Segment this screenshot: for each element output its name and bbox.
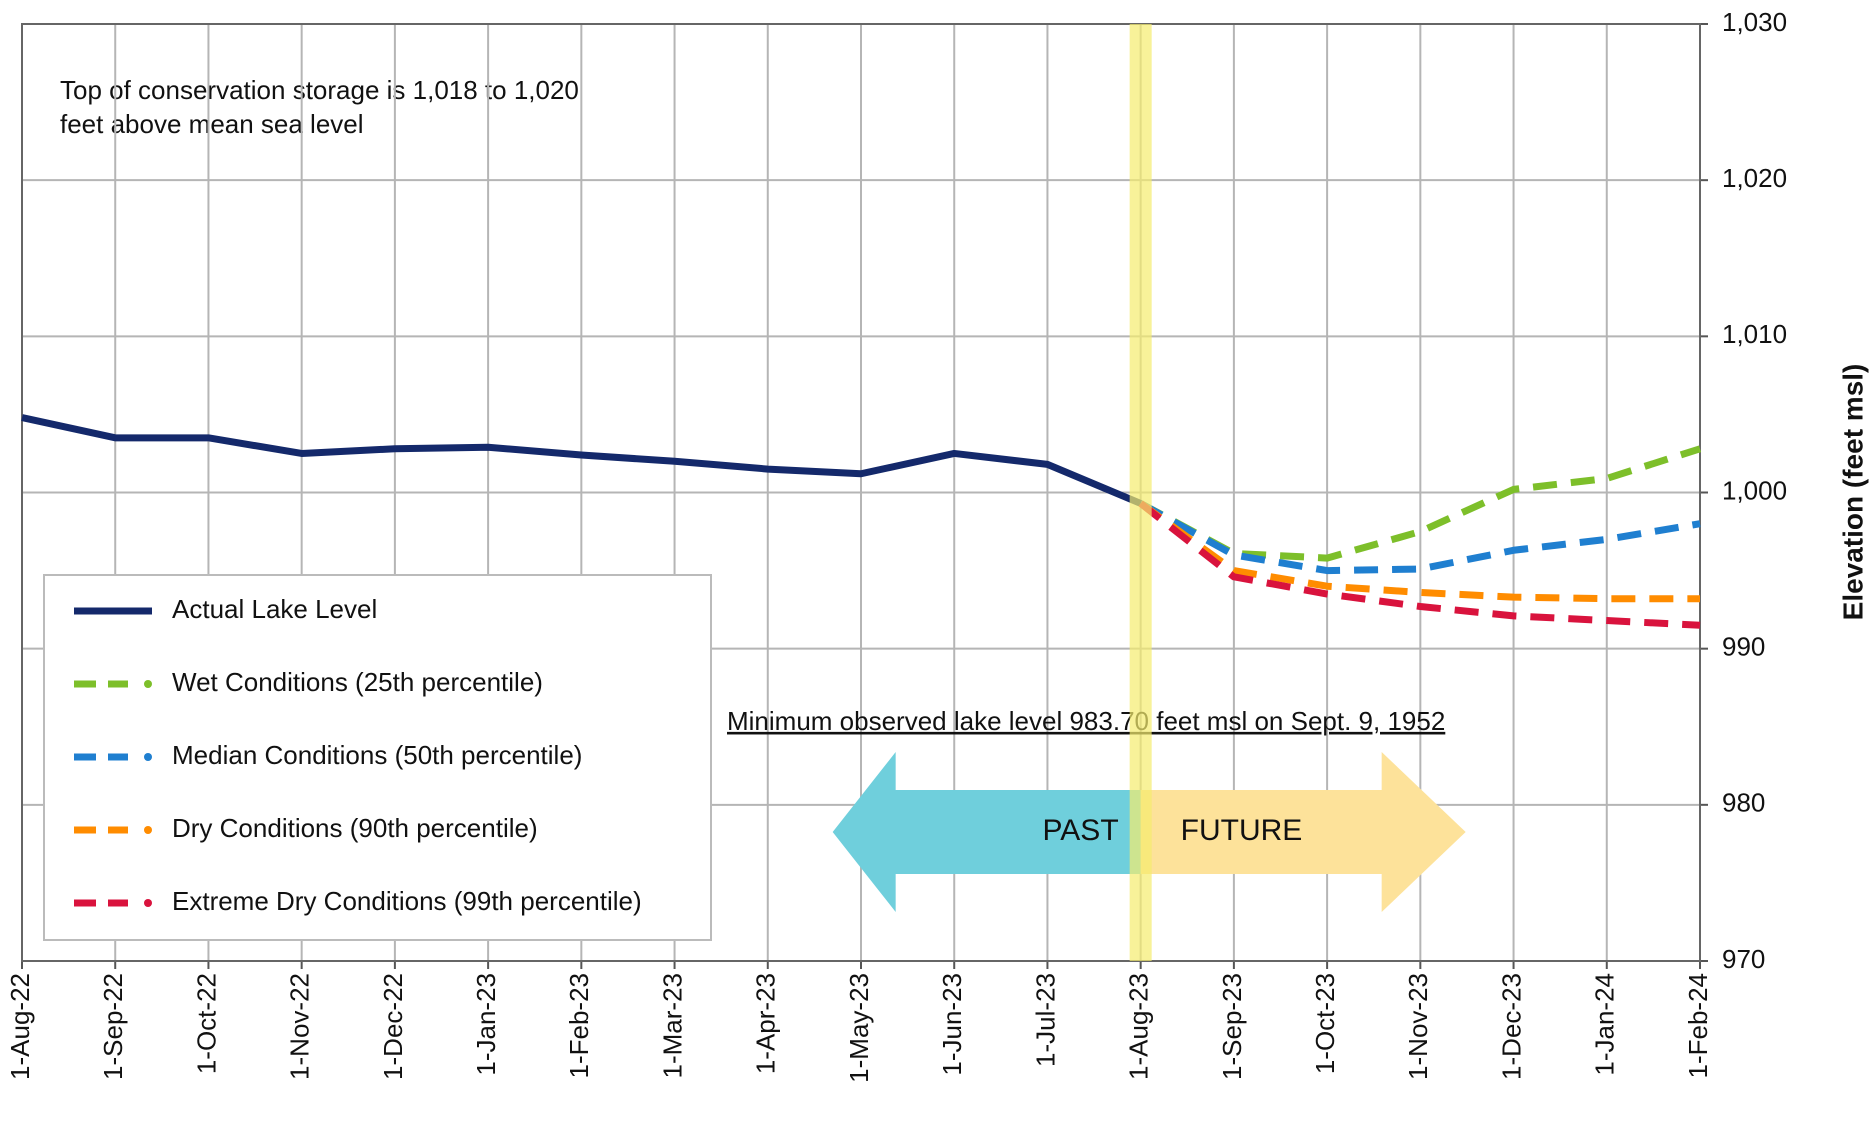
- annotation-line: feet above mean sea level: [60, 109, 364, 139]
- legend-swatch-dot: [144, 753, 152, 761]
- annotation-line: Top of conservation storage is 1,018 to …: [60, 75, 579, 105]
- legend-label: Actual Lake Level: [172, 594, 377, 624]
- x-tick-label: 1-Jan-23: [471, 973, 501, 1076]
- x-tick-label: 1-Jul-23: [1030, 973, 1060, 1067]
- y-tick-label: 1,020: [1722, 163, 1787, 193]
- y-tick-label: 980: [1722, 788, 1765, 818]
- y-tick-label: 970: [1722, 944, 1765, 974]
- past-arrow: [832, 752, 1141, 912]
- x-tick-label: 1-Aug-22: [5, 973, 35, 1080]
- x-tick-label: 1-Jun-23: [937, 973, 967, 1076]
- y-tick-label: 990: [1722, 632, 1765, 662]
- y-axis-label: Elevation (feet msl): [1837, 364, 1868, 621]
- past-label: PAST: [1043, 814, 1119, 847]
- legend: Actual Lake Level Wet Conditions (25th pe…: [43, 574, 712, 941]
- x-tick-label: 1-Nov-23: [1403, 973, 1433, 1080]
- y-tick-label: 1,030: [1722, 7, 1787, 37]
- legend-swatch-dot: [144, 826, 152, 834]
- x-tick-label: 1-May-23: [844, 973, 874, 1083]
- y-tick-label: 1,000: [1722, 475, 1787, 505]
- legend-label: Median Conditions (50th percentile): [172, 740, 582, 770]
- x-tick-label: 1-Dec-23: [1496, 973, 1526, 1080]
- legend-swatch-dot: [144, 899, 152, 907]
- series-line: [1138, 500, 1700, 603]
- x-tick-label: 1-Oct-23: [1310, 973, 1340, 1074]
- plot-border: [21, 23, 1701, 962]
- legend-label: Wet Conditions (25th percentile): [172, 667, 543, 697]
- y-tick-label: 1,010: [1722, 319, 1787, 349]
- series-line: [21, 414, 1143, 507]
- x-tick-label: 1-Sep-22: [98, 973, 128, 1080]
- future-arrow: [1140, 752, 1466, 912]
- series-line: [1138, 500, 1701, 629]
- legend-swatch-dot: [144, 680, 152, 688]
- x-tick-label: 1-Jan-24: [1590, 973, 1620, 1076]
- x-tick-label: 1-Mar-23: [657, 973, 687, 1078]
- x-tick-label: 1-Oct-22: [191, 973, 221, 1074]
- x-tick-label: 1-Aug-23: [1124, 973, 1154, 1080]
- x-tick-label: 1-Sep-23: [1217, 973, 1247, 1080]
- x-tick-label: 1-Feb-23: [564, 973, 594, 1079]
- legend-label: Extreme Dry Conditions (99th percentile): [172, 886, 642, 916]
- legend-box: [43, 574, 712, 941]
- future-label: FUTURE: [1181, 814, 1303, 847]
- x-tick-label: 1-Dec-22: [378, 973, 408, 1080]
- current-date-band: [1129, 24, 1152, 961]
- legend-label: Dry Conditions (90th percentile): [172, 813, 538, 843]
- x-tick-label: 1-Nov-22: [285, 973, 315, 1080]
- x-tick-label: 1-Feb-24: [1683, 973, 1713, 1079]
- x-tick-label: 1-Apr-23: [751, 973, 781, 1074]
- note: Minimum observed lake level 983.70 feet …: [727, 706, 1445, 736]
